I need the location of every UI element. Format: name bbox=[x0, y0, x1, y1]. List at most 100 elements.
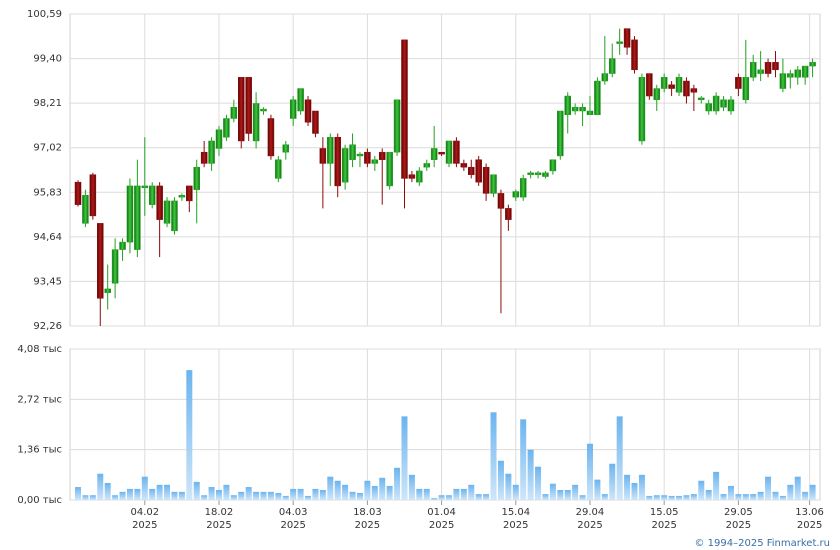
candle-body bbox=[623, 28, 631, 48]
candle-body bbox=[416, 170, 423, 183]
candle-body bbox=[186, 185, 193, 202]
candle-body bbox=[267, 118, 275, 157]
candle-body bbox=[364, 151, 371, 164]
candle-body bbox=[705, 103, 712, 112]
volume-bar bbox=[178, 491, 185, 500]
candle-body bbox=[312, 110, 319, 134]
volume-bar bbox=[572, 484, 579, 500]
volume-bar bbox=[97, 473, 104, 500]
volume-bar bbox=[594, 479, 601, 500]
candle-body bbox=[720, 99, 727, 108]
candle-body bbox=[148, 185, 156, 205]
volume-bar bbox=[757, 491, 764, 500]
volume-bar bbox=[735, 494, 742, 500]
candle-body bbox=[223, 118, 230, 138]
candle-body bbox=[519, 178, 527, 198]
candle-body bbox=[742, 77, 750, 101]
candle-body bbox=[282, 144, 290, 153]
volume-bar bbox=[579, 495, 586, 500]
volume-bar bbox=[126, 488, 133, 500]
volume-frame bbox=[69, 348, 821, 501]
candle-body bbox=[178, 195, 186, 198]
y-tick-label: 2,72 тыс bbox=[17, 394, 62, 405]
volume-bar bbox=[119, 491, 126, 500]
candle-body bbox=[512, 191, 520, 198]
candle-body bbox=[757, 69, 764, 74]
volume-bar bbox=[394, 467, 401, 500]
candle-body bbox=[564, 95, 571, 116]
volume-bar bbox=[282, 495, 289, 500]
volume-bar bbox=[475, 494, 482, 500]
volume-bar bbox=[535, 466, 542, 500]
volume-bar bbox=[802, 491, 809, 500]
volume-bar bbox=[446, 495, 453, 500]
candle-body bbox=[327, 136, 334, 164]
volume-bar bbox=[386, 485, 393, 500]
candle-body bbox=[549, 159, 557, 172]
candle-body bbox=[193, 166, 200, 190]
volume-bar bbox=[408, 474, 415, 500]
volume-bar bbox=[601, 494, 608, 500]
volume-bar bbox=[690, 494, 697, 500]
candle-body bbox=[794, 69, 801, 78]
candle-body bbox=[371, 159, 379, 164]
candle-body bbox=[764, 62, 772, 74]
candle-body bbox=[289, 99, 297, 119]
candle-body bbox=[238, 77, 245, 142]
volume-bar bbox=[156, 484, 163, 500]
volume-bar bbox=[497, 460, 504, 500]
volume-bar bbox=[512, 484, 519, 500]
candle-body bbox=[601, 73, 609, 82]
candle-body bbox=[297, 88, 304, 112]
candle-body bbox=[252, 103, 260, 142]
candle-body bbox=[445, 140, 453, 164]
candle-body bbox=[349, 144, 356, 160]
candle-body bbox=[586, 110, 594, 116]
candle-body bbox=[668, 84, 675, 89]
candle-body bbox=[275, 159, 282, 179]
y-tick-label: 0,00 тыс bbox=[17, 495, 62, 506]
x-tick-year: 2025 bbox=[206, 520, 231, 531]
y-tick-label: 92,26 bbox=[33, 321, 62, 332]
candle-body bbox=[772, 62, 779, 71]
volume-bar bbox=[82, 495, 89, 500]
volume-bar bbox=[223, 484, 230, 500]
volume-bar bbox=[727, 485, 734, 500]
candle-body bbox=[460, 163, 468, 168]
x-tick-label: 15.05 bbox=[650, 507, 679, 518]
volume-bar bbox=[438, 495, 445, 500]
volume-bar bbox=[186, 370, 193, 500]
x-tick-label: 29.05 bbox=[724, 507, 753, 518]
candle-body bbox=[646, 73, 653, 97]
volume-bar bbox=[631, 482, 638, 500]
volume-bar bbox=[171, 491, 178, 500]
volume-bar bbox=[557, 490, 564, 500]
candle-body bbox=[386, 151, 393, 187]
y-tick-label: 1,36 тыс bbox=[17, 445, 62, 456]
x-tick-year: 2025 bbox=[651, 520, 676, 531]
volume-bar bbox=[379, 477, 386, 500]
candle-body bbox=[683, 80, 690, 97]
volume-bar bbox=[230, 495, 237, 500]
candle-body bbox=[119, 241, 126, 250]
volume-bar bbox=[238, 491, 245, 500]
x-tick-year: 2025 bbox=[726, 520, 751, 531]
candle-body bbox=[89, 174, 97, 217]
volume-bar bbox=[401, 416, 408, 500]
x-tick-year: 2025 bbox=[577, 520, 602, 531]
candle-body bbox=[141, 185, 149, 189]
candle-body bbox=[571, 107, 579, 112]
volume-bar bbox=[312, 488, 319, 500]
volume-bar bbox=[772, 491, 779, 500]
volume-bar bbox=[520, 419, 527, 500]
volume-bar bbox=[134, 488, 141, 500]
candle-body bbox=[200, 151, 208, 164]
volume-bar bbox=[349, 491, 356, 500]
candle-body bbox=[245, 77, 252, 134]
candle-body bbox=[594, 80, 601, 116]
candle-body bbox=[527, 172, 534, 175]
x-tick-label: 15.04 bbox=[501, 507, 530, 518]
candle-body bbox=[727, 99, 735, 112]
volume-bar bbox=[468, 484, 475, 500]
